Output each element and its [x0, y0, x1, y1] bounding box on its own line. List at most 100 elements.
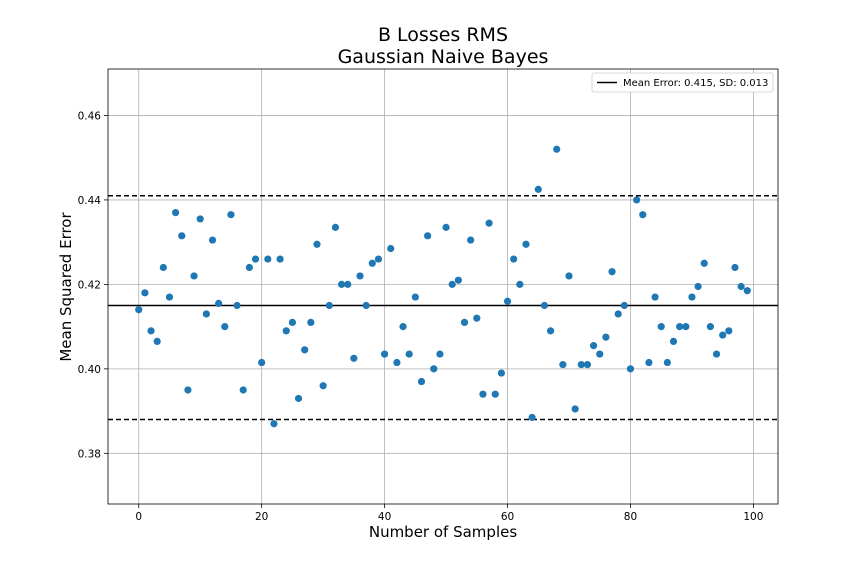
data-point: [202, 310, 210, 318]
grid-lines: [108, 69, 778, 504]
data-point: [399, 323, 407, 331]
data-point: [633, 196, 641, 204]
data-point: [706, 323, 714, 331]
data-point: [731, 263, 739, 272]
data-point: [319, 382, 327, 390]
data-point: [454, 276, 462, 284]
data-point: [467, 236, 475, 244]
data-point: [700, 259, 708, 267]
data-point: [485, 219, 493, 227]
data-point: [614, 310, 622, 318]
data-point: [669, 337, 678, 346]
data-point: [583, 361, 592, 369]
y-tick-label: 0.38: [78, 448, 101, 460]
data-point: [393, 358, 401, 367]
data-point: [743, 287, 751, 295]
data-point: [424, 232, 432, 240]
data-point: [442, 223, 450, 231]
data-point: [239, 386, 247, 394]
data-point: [571, 405, 579, 413]
data-point: [331, 223, 340, 231]
data-point: [258, 358, 266, 367]
data-point: [196, 215, 204, 223]
data-point: [430, 365, 438, 373]
data-point: [645, 358, 653, 367]
legend-box: [591, 72, 774, 93]
x-axis-label: Number of Samples: [369, 523, 517, 541]
x-tick-label: 100: [743, 511, 763, 523]
data-point: [264, 255, 272, 263]
chart-subtitle: Gaussian Naive Bayes: [338, 46, 549, 68]
data-point: [608, 268, 616, 276]
data-point: [522, 240, 530, 248]
data-point: [368, 259, 376, 267]
data-point: [178, 232, 186, 240]
data-point: [356, 272, 364, 280]
data-point: [639, 211, 647, 219]
data-point: [325, 301, 333, 310]
x-tick-label: 60: [501, 511, 514, 523]
x-tick-label: 40: [378, 511, 391, 523]
data-point: [301, 346, 309, 354]
data-point: [374, 255, 383, 263]
legend: Mean Error: 0.415, SD: 0.013: [591, 72, 774, 93]
data-point: [245, 263, 253, 272]
data-point: [337, 280, 346, 288]
data-point: [417, 377, 426, 386]
y-tick-label: 0.44: [78, 195, 102, 207]
data-point: [688, 293, 696, 301]
axis-ticks: 0 20 40 60 80 100 0.38 0.40 0.42 0.44 0.46: [78, 110, 764, 523]
data-point: [141, 289, 149, 297]
y-tick-label: 0.40: [78, 364, 101, 376]
data-point: [436, 350, 444, 358]
y-tick-label: 0.46: [78, 110, 102, 122]
data-point: [651, 293, 659, 301]
data-point: [215, 299, 223, 307]
chart-title: B Losses RMS: [378, 24, 508, 46]
data-point: [589, 342, 598, 350]
x-tick-label: 80: [624, 511, 637, 523]
data-point: [534, 185, 542, 193]
data-point: [221, 323, 229, 331]
data-point: [725, 327, 733, 335]
data-point: [460, 318, 469, 326]
data-point: [620, 301, 628, 310]
x-tick-label: 0: [135, 511, 142, 523]
data-point: [276, 255, 284, 263]
data-point: [251, 255, 260, 263]
data-point: [159, 263, 167, 272]
legend-mean-label: Mean Error: 0.415, SD: 0.013: [623, 78, 768, 89]
data-point: [233, 301, 241, 310]
data-point: [553, 145, 561, 153]
data-point: [387, 244, 395, 253]
data-point: [737, 282, 745, 291]
data-point: [313, 240, 321, 248]
data-point: [712, 350, 721, 358]
data-point: [682, 323, 690, 331]
data-point: [510, 255, 518, 263]
data-point: [184, 386, 192, 394]
data-point: [719, 331, 727, 339]
data-point: [362, 301, 370, 310]
data-point: [503, 297, 512, 305]
data-points: [135, 145, 751, 428]
x-tick-label: 20: [255, 511, 268, 523]
data-point: [479, 390, 487, 398]
data-point: [602, 333, 610, 341]
data-point: [565, 272, 573, 280]
data-point: [381, 350, 389, 358]
data-point: [190, 272, 198, 280]
data-point: [294, 394, 303, 403]
data-point: [282, 327, 290, 335]
data-point: [546, 327, 555, 335]
data-point: [448, 280, 456, 288]
data-point: [227, 211, 235, 219]
data-point: [270, 420, 278, 428]
y-tick-label: 0.42: [78, 279, 101, 291]
data-point: [559, 361, 567, 369]
y-axis-label: Mean Squared Error: [57, 212, 75, 362]
data-point: [694, 282, 702, 291]
data-point: [491, 390, 499, 398]
